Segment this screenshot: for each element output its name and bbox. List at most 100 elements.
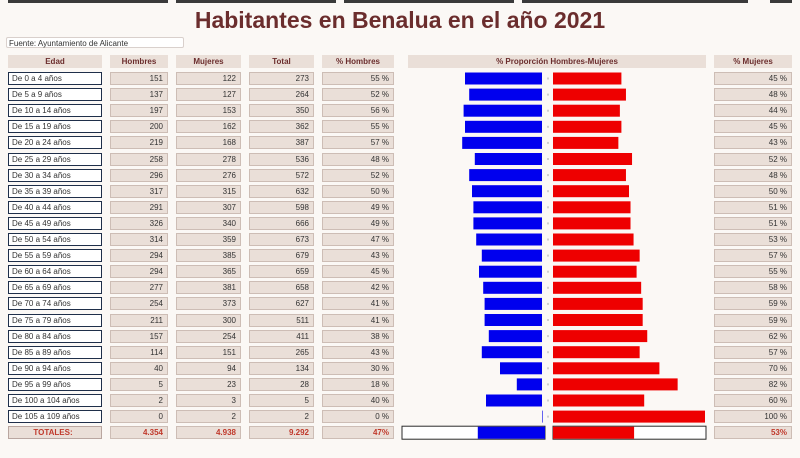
women-bar (553, 104, 620, 117)
total-count: 134 (249, 361, 314, 375)
women-percent: 60 % (714, 394, 792, 407)
total-count: 411 (249, 329, 314, 343)
men-count: 258 (110, 152, 168, 166)
men-bar (463, 104, 542, 117)
women-count: 365 (176, 265, 241, 279)
women-count: 307 (176, 200, 241, 214)
men-bar (484, 297, 542, 310)
men-count: 2 (110, 394, 168, 407)
age-group-label: De 5 a 9 años (8, 88, 102, 102)
women-percent: 58 % (714, 281, 792, 295)
age-group-label: De 40 a 44 años (8, 200, 102, 214)
top-strip (8, 0, 168, 3)
center-mark (547, 158, 549, 160)
men-count: 277 (110, 281, 168, 295)
women-percent: 100 % (714, 410, 792, 424)
center-mark (547, 383, 549, 386)
men-count: 219 (110, 136, 168, 150)
men-percent: 50 % (322, 184, 394, 198)
men-count: 291 (110, 200, 168, 214)
women-percent: 48 % (714, 168, 792, 182)
women-percent: 82 % (714, 377, 792, 391)
men-bar (486, 394, 542, 407)
women-count: 153 (176, 104, 241, 118)
totals-women-bar (553, 426, 635, 439)
men-percent: 0 % (322, 410, 394, 424)
men-count: 294 (110, 249, 168, 263)
men-bar (500, 362, 542, 375)
women-bar (553, 136, 619, 149)
women-count: 94 (176, 361, 241, 375)
men-count: 114 (110, 345, 168, 359)
women-percent: 48 % (714, 88, 792, 102)
men-count: 211 (110, 313, 168, 327)
women-bar (553, 410, 705, 423)
women-count: 340 (176, 216, 241, 230)
women-bar (553, 72, 622, 85)
women-count: 278 (176, 152, 241, 166)
women-count: 127 (176, 88, 241, 102)
total-women-percent: 53% (714, 426, 792, 440)
women-bar (553, 346, 640, 359)
women-percent: 44 % (714, 104, 792, 118)
men-percent: 49 % (322, 200, 394, 214)
header-pct-hombres: % Hombres (322, 55, 394, 68)
men-percent: 47 % (322, 233, 394, 246)
men-bar (483, 281, 542, 294)
age-group-label: De 95 a 99 años (8, 377, 102, 391)
men-bar (473, 217, 542, 230)
men-count: 294 (110, 265, 168, 279)
men-percent: 52 % (322, 168, 394, 182)
men-bar (484, 314, 542, 326)
total-count: 362 (249, 120, 314, 134)
age-group-label: De 105 a 109 años (8, 410, 102, 424)
men-percent: 40 % (322, 394, 394, 407)
center-mark (547, 399, 549, 402)
age-group-label: De 85 a 89 años (8, 345, 102, 359)
men-bar (465, 120, 542, 133)
women-count: 23 (176, 377, 241, 391)
men-count: 40 (110, 361, 168, 375)
age-group-label: De 45 a 49 años (8, 216, 102, 230)
men-percent: 55 % (322, 120, 394, 134)
age-group-label: De 10 a 14 años (8, 104, 102, 118)
total-count: 2 (249, 410, 314, 424)
men-count: 5 (110, 377, 168, 391)
total-count: 28 (249, 377, 314, 391)
total-count: 673 (249, 233, 314, 246)
total-count: 598 (249, 200, 314, 214)
center-mark (547, 254, 549, 257)
age-group-label: De 25 a 29 años (8, 152, 102, 166)
women-bar (553, 120, 622, 133)
total-count: 273 (249, 72, 314, 85)
women-bar (553, 153, 633, 165)
center-mark (547, 238, 549, 241)
age-group-label: De 55 a 59 años (8, 249, 102, 263)
men-bar (479, 265, 542, 278)
total-women: 4.938 (176, 426, 241, 440)
women-percent: 55 % (714, 265, 792, 279)
men-count: 254 (110, 297, 168, 311)
center-mark (547, 109, 549, 112)
age-group-label: De 30 a 34 años (8, 168, 102, 182)
women-count: 2 (176, 410, 241, 424)
center-mark (547, 174, 549, 177)
men-bar (472, 185, 542, 198)
men-bar (481, 249, 542, 262)
women-percent: 70 % (714, 361, 792, 375)
men-percent: 43 % (322, 249, 394, 263)
women-bar (553, 201, 631, 214)
women-percent: 59 % (714, 313, 792, 327)
total-count: 679 (249, 249, 314, 263)
center-mark (547, 141, 549, 144)
men-percent: 42 % (322, 281, 394, 295)
men-bar (476, 233, 542, 246)
men-percent: 30 % (322, 361, 394, 375)
total-men-percent: 47% (322, 426, 394, 440)
women-percent: 43 % (714, 136, 792, 150)
men-count: 197 (110, 104, 168, 118)
men-bar (516, 378, 542, 391)
age-group-label: De 80 a 84 años (8, 329, 102, 343)
total-count: 536 (249, 152, 314, 166)
